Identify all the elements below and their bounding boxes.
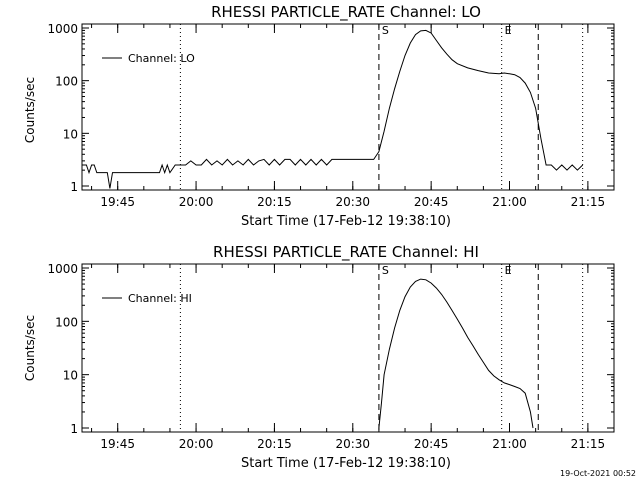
plot-area-hi: 1 10 100 1000 19:45 20:00 20:15 20:30 20:45 21:00…: [47, 262, 615, 451]
x-tick-label: 20:30: [335, 195, 370, 209]
x-tick-label: 20:00: [179, 437, 214, 451]
plot-area-lo: 1 10 100 1000 19:45 20:00 20:15 20:30 20:45 21:00…: [47, 22, 615, 209]
panel-hi: RHESSI PARTICLE_RATE Channel: HI Counts/…: [23, 243, 615, 471]
y-tick-label: 1: [70, 422, 78, 436]
panel-lo: RHESSI PARTICLE_RATE Channel: LO Counts/…: [23, 3, 615, 229]
chart-title-lo: RHESSI PARTICLE_RATE Channel: LO: [211, 3, 481, 22]
y-tick-label: 100: [55, 315, 78, 329]
marker-label-s: S: [382, 264, 389, 277]
y-tick-label: 1000: [47, 22, 78, 36]
y-tick-label: 10: [63, 127, 78, 141]
marker-label-e: E: [505, 264, 512, 277]
x-tick-label: 21:00: [492, 195, 527, 209]
x-tick-label: 21:00: [492, 437, 527, 451]
x-tick-label: 20:00: [179, 195, 214, 209]
x-axis-label-lo: Start Time (17-Feb-12 19:38:10): [241, 214, 451, 229]
x-tick-label: 20:45: [414, 195, 449, 209]
x-tick-label: 20:15: [257, 437, 292, 451]
y-axis-label-hi: Counts/sec: [23, 315, 37, 381]
legend-label-hi: Channel: HI: [128, 292, 192, 305]
y-tick-label: 1000: [47, 262, 78, 276]
legend-label-lo: Channel: LO: [128, 52, 195, 65]
plot-frame: [81, 23, 615, 191]
series-line: [82, 29, 584, 189]
y-tick-label: 100: [55, 75, 78, 89]
marker-label-e: E: [505, 24, 512, 37]
y-tick-label: 10: [63, 369, 78, 383]
x-tick-label: 21:15: [571, 437, 606, 451]
x-tick-label: 21:15: [571, 195, 606, 209]
y-axis-label-lo: Counts/sec: [23, 77, 37, 143]
x-axis-label-hi: Start Time (17-Feb-12 19:38:10): [241, 456, 451, 471]
plot-frame: [81, 263, 615, 433]
marker-label-s: S: [382, 24, 389, 37]
chart-title-hi: RHESSI PARTICLE_RATE Channel: HI: [213, 243, 479, 262]
series-line: [378, 278, 534, 429]
y-tick-label: 1: [70, 180, 78, 194]
x-tick-label: 20:30: [335, 437, 370, 451]
x-tick-label: 19:45: [100, 437, 135, 451]
footer-timestamp: 19-Oct-2021 00:52: [560, 469, 636, 478]
x-tick-label: 20:45: [414, 437, 449, 451]
x-tick-label: 20:15: [257, 195, 292, 209]
x-tick-label: 19:45: [100, 195, 135, 209]
